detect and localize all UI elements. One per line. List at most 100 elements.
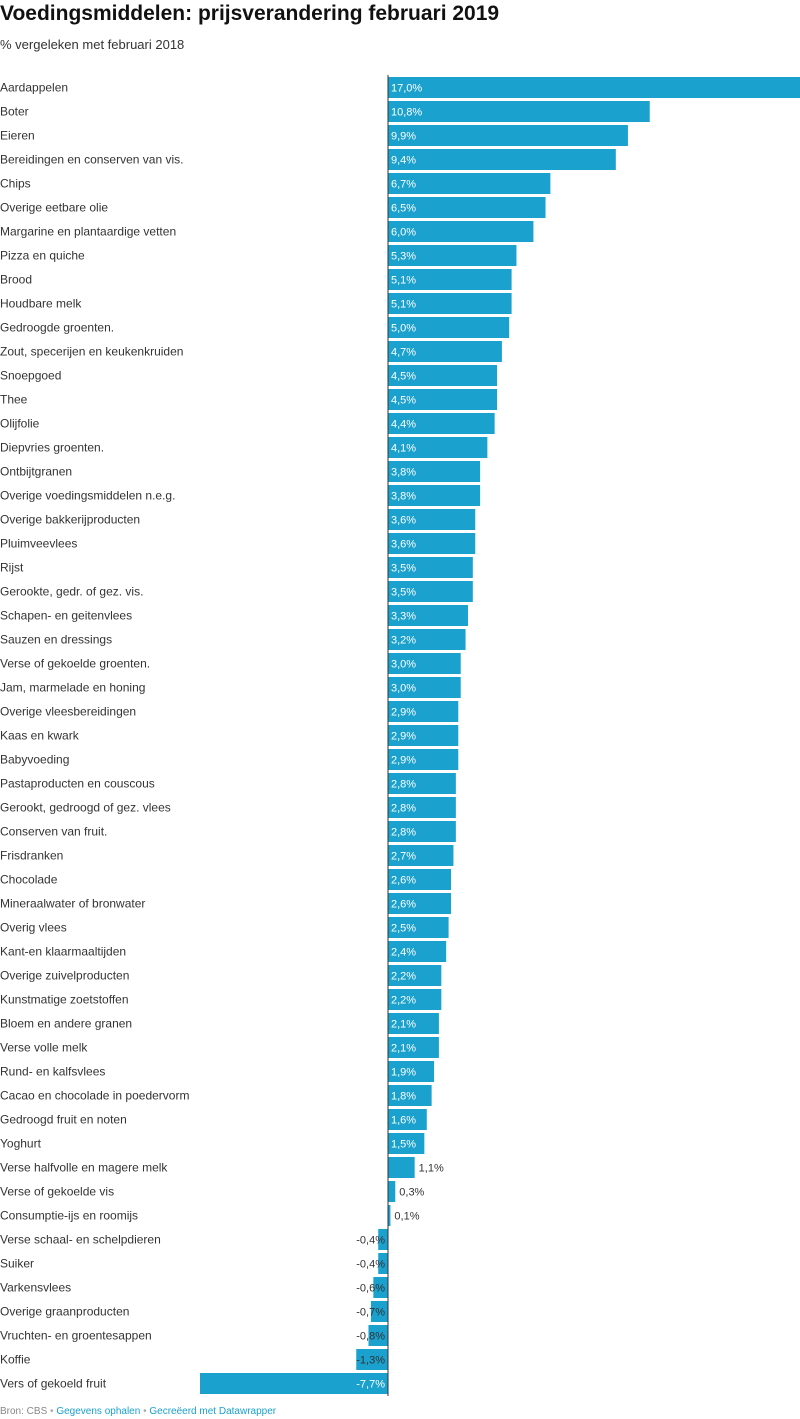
category-label: Gerookte, gedr. of gez. vis.	[0, 585, 143, 599]
bar	[388, 965, 442, 986]
bar	[368, 1325, 388, 1346]
category-label: Aardappelen	[0, 81, 68, 95]
category-label: Ontbijtgranen	[0, 465, 72, 479]
bar	[388, 701, 459, 722]
data-label: 0,1%	[394, 1211, 419, 1223]
category-label: Gerookt, gedroogd of gez. vlees	[0, 801, 171, 815]
bar	[388, 917, 449, 938]
data-label: 3,5%	[391, 587, 416, 599]
category-label: Verse volle melk	[0, 1041, 88, 1055]
data-label: 2,9%	[391, 731, 416, 743]
datawrapper-link[interactable]: Gecreëerd met Datawrapper	[149, 1406, 277, 1417]
category-label: Bloem en andere granen	[0, 1017, 132, 1031]
category-label: Pluimveevlees	[0, 537, 77, 551]
data-label: -0,4%	[356, 1259, 385, 1271]
category-label: Babyvoeding	[0, 753, 69, 767]
category-label: Thee	[0, 393, 28, 407]
bar	[388, 221, 534, 242]
category-label: Consumptie-ijs en roomijs	[0, 1209, 138, 1223]
bar	[388, 1181, 396, 1202]
data-label: 2,8%	[391, 779, 416, 791]
data-label: 0,3%	[399, 1187, 424, 1199]
category-label: Overige vleesbereidingen	[0, 705, 136, 719]
data-label: 1,5%	[391, 1139, 416, 1151]
bar	[378, 1229, 388, 1250]
bar	[388, 509, 476, 530]
category-label: Varkensvlees	[0, 1281, 71, 1295]
category-label: Bereidingen en conserven van vis.	[0, 153, 183, 167]
data-label: 2,9%	[391, 707, 416, 719]
category-label: Overige zuivelproducten	[0, 969, 129, 983]
data-label: 4,5%	[391, 371, 416, 383]
bar	[388, 581, 473, 602]
category-label: Vruchten- en groentesappen	[0, 1329, 152, 1343]
category-label: Pizza en quiche	[0, 249, 85, 263]
category-label: Verse of gekoelde vis	[0, 1185, 114, 1199]
bar	[388, 653, 461, 674]
category-label: Koffie	[0, 1353, 31, 1367]
bar	[388, 941, 447, 962]
data-label: 3,0%	[391, 659, 416, 671]
category-label: Houdbare melk	[0, 297, 82, 311]
data-label: 2,1%	[391, 1043, 416, 1055]
bar	[378, 1253, 388, 1274]
bar	[388, 341, 502, 362]
category-label: Pastaproducten en couscous	[0, 777, 155, 791]
category-label: Olijfolie	[0, 417, 40, 431]
chart-title: Voedingsmiddelen: prijsverandering febru…	[0, 2, 500, 25]
data-label: 4,1%	[391, 443, 416, 455]
category-label: Frisdranken	[0, 849, 63, 863]
bar	[388, 365, 498, 386]
data-label: -0,8%	[356, 1331, 385, 1343]
get-data-link[interactable]: Gegevens ophalen	[56, 1406, 141, 1417]
category-label: Kunstmatige zoetstoffen	[0, 993, 129, 1007]
category-label: Margarine en plantaardige vetten	[0, 225, 176, 239]
category-label: Boter	[0, 105, 29, 119]
bar	[388, 989, 442, 1010]
data-label: 4,5%	[391, 395, 416, 407]
data-label: 4,4%	[391, 419, 416, 431]
bar	[200, 1373, 388, 1394]
bar	[388, 149, 616, 170]
data-label: -0,7%	[356, 1307, 385, 1319]
data-label: 2,9%	[391, 755, 416, 767]
data-label: 3,8%	[391, 467, 416, 479]
category-label: Kaas en kwark	[0, 729, 80, 743]
data-label: 5,0%	[391, 323, 416, 335]
category-label: Verse halfvolle en magere melk	[0, 1161, 168, 1175]
bar	[388, 269, 512, 290]
data-label: 2,7%	[391, 851, 416, 863]
bar	[373, 1277, 388, 1298]
source-note: Bron: CBS	[0, 1406, 48, 1417]
bar	[388, 869, 452, 890]
data-label: 3,0%	[391, 683, 416, 695]
bar	[388, 1037, 439, 1058]
bar	[388, 1133, 425, 1154]
category-label: Yoghurt	[0, 1137, 42, 1151]
category-label: Rund- en kalfsvlees	[0, 1065, 105, 1079]
bar	[388, 749, 459, 770]
data-label: -0,4%	[356, 1235, 385, 1247]
category-label: Verse schaal- en schelpdieren	[0, 1233, 161, 1247]
bar	[388, 533, 476, 554]
category-label: Kant-en klaarmaaltijden	[0, 945, 126, 959]
bar	[388, 173, 551, 194]
bar	[388, 1205, 391, 1226]
bar	[388, 437, 488, 458]
data-label: 5,1%	[391, 275, 416, 287]
data-label: 2,4%	[391, 947, 416, 959]
bar	[388, 125, 628, 146]
footer-separator: •	[143, 1406, 147, 1417]
data-label: 10,8%	[391, 107, 422, 119]
category-label: Sauzen en dressings	[0, 633, 112, 647]
data-label: 6,0%	[391, 227, 416, 239]
data-label: 3,6%	[391, 539, 416, 551]
data-label: 1,1%	[419, 1163, 444, 1175]
data-label: 6,7%	[391, 179, 416, 191]
category-label: Overig vlees	[0, 921, 67, 935]
bar	[388, 485, 481, 506]
category-label: Rijst	[0, 561, 24, 575]
data-label: 2,8%	[391, 803, 416, 815]
bar	[388, 77, 800, 98]
bar	[388, 1085, 432, 1106]
